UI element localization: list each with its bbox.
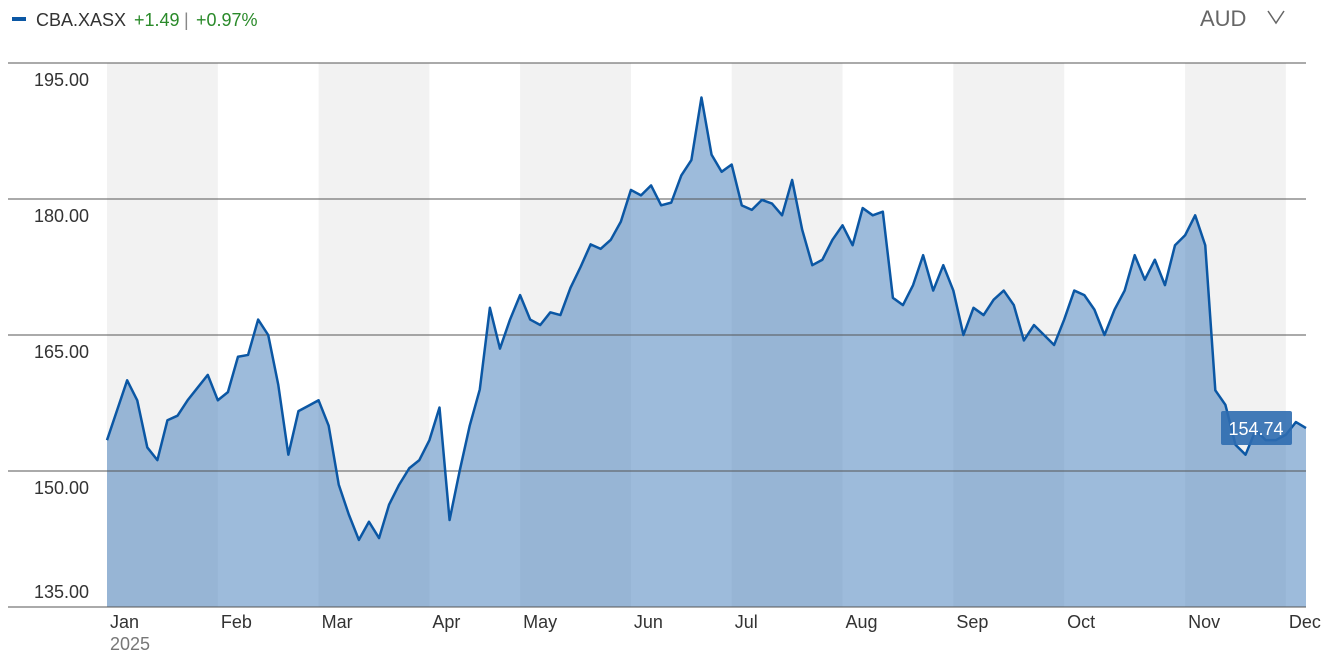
y-tick-label: 150.00 bbox=[34, 478, 89, 498]
last-value-tag bbox=[1221, 411, 1292, 446]
price-line bbox=[105, 96, 1307, 542]
y-tick-label: 135.00 bbox=[34, 582, 89, 602]
x-tick-label: May bbox=[523, 612, 557, 632]
x-tick-label: Mar bbox=[322, 612, 353, 632]
separator: | bbox=[184, 10, 189, 30]
currency-select[interactable]: AUD bbox=[1200, 6, 1246, 31]
year-label: 2025 bbox=[110, 634, 150, 654]
x-tick-label: Dec bbox=[1289, 612, 1321, 632]
area bbox=[107, 97, 1306, 607]
x-tick-label: Oct bbox=[1067, 612, 1095, 632]
x-tick-label: Feb bbox=[221, 612, 252, 632]
change: +1.49 bbox=[134, 10, 180, 30]
y-tick-label: 195.00 bbox=[34, 70, 89, 90]
x-tick-label: Jan bbox=[110, 612, 139, 632]
x-tick-label: Jul bbox=[735, 612, 758, 632]
change-pct: +0.97% bbox=[196, 10, 258, 30]
x-tick-label: Nov bbox=[1188, 612, 1220, 632]
x-tick-label: Sep bbox=[956, 612, 988, 632]
last-value-label: 154.74 bbox=[1228, 419, 1283, 439]
dropdown-chevron[interactable] bbox=[1267, 10, 1285, 25]
y-tick-label: 165.00 bbox=[34, 342, 89, 362]
x-tick-label: Jun bbox=[634, 612, 663, 632]
y-tick-label: 180.00 bbox=[34, 206, 89, 226]
x-tick-label: Apr bbox=[432, 612, 460, 632]
legend-label: CBA.XASX bbox=[36, 10, 126, 30]
x-tick-label: Aug bbox=[846, 612, 878, 632]
legend-swatch bbox=[12, 17, 26, 21]
